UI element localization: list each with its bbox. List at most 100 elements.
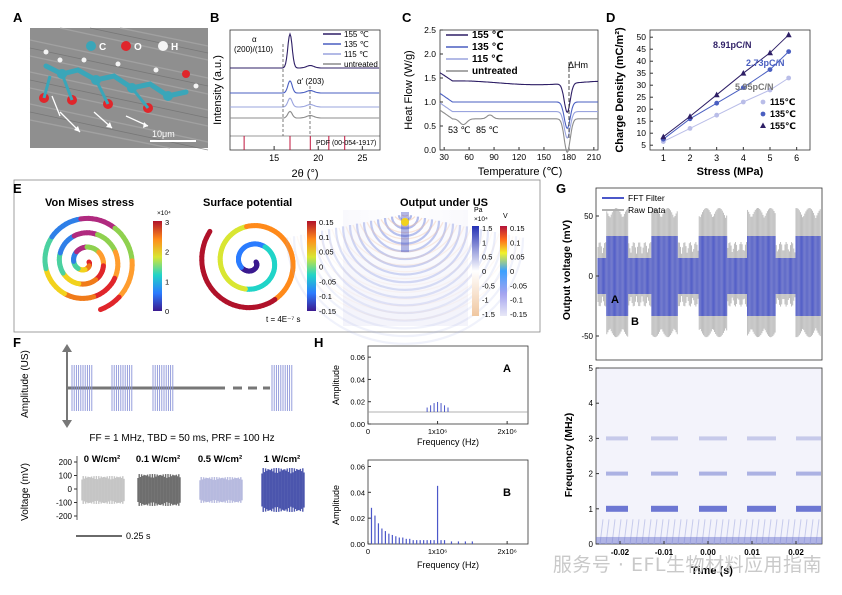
tick-label: 0 (589, 540, 594, 549)
legend-carbon-label: C (99, 42, 106, 53)
tick-label: 0.04 (350, 488, 365, 497)
panel-h-top-axes (367, 345, 529, 425)
tick-label: 0.5 (424, 121, 436, 131)
tick-label: 0 (68, 485, 73, 494)
tick-label: 210 (587, 152, 601, 162)
colorbar-tick: -0.1 (510, 296, 523, 305)
tick-label: 0.06 (350, 462, 365, 471)
legend-label: 135 ℃ (472, 42, 504, 53)
spectro-band-2mhz (651, 471, 678, 476)
colorbar-tick: 0.1 (510, 238, 520, 247)
wave-ring (355, 223, 455, 268)
colorbar-stress (153, 221, 162, 311)
colorbar-tick: 1 (482, 238, 486, 247)
tick-label: -50 (581, 332, 593, 341)
scale-bar-label: 10μm (152, 129, 175, 139)
panel-d-legend: 115℃ 135℃ 155℃ (760, 97, 796, 131)
panel-f-time-label: 0.25 s (126, 531, 151, 541)
colorbar-tick: 0.1 (319, 233, 329, 242)
panel-h-bottom-axes (367, 459, 529, 545)
wave-ring (366, 221, 444, 246)
colorbar-potential (307, 221, 316, 311)
dsc-line (439, 72, 599, 114)
tick-label: 4 (589, 399, 594, 408)
tick-label: 1 (661, 153, 666, 163)
wave-ring (331, 229, 479, 280)
tick-label: 0 (366, 427, 370, 436)
tick-label: 200 (59, 458, 73, 467)
colorbar-voltage-ticks: 0.15 0.1 0.05 0 -0.05 -0.1 -0.15 (510, 224, 527, 319)
tick-label: 120 (512, 152, 526, 162)
spectro-band-3mhz (796, 436, 821, 441)
von-mises-spiral (42, 215, 135, 313)
tick-label: 0.00 (350, 540, 365, 549)
panel-h-mark-a: A (503, 363, 511, 375)
colorbar-pressure-exp: ×10⁴ (474, 216, 488, 223)
wave-ring (380, 219, 430, 234)
panel-d-ann-135: 2.73pC/N (746, 58, 785, 68)
panel-c-ann-85: 85 ℃ (476, 125, 499, 135)
xrd-line (230, 97, 380, 108)
panel-e-time: t = 4E⁻⁷ s (266, 315, 300, 324)
legend-label: 155 ℃ (472, 30, 504, 41)
wave-ring (383, 217, 427, 238)
colorbar-tick: 0 (482, 267, 486, 276)
legend-marker (760, 99, 766, 105)
tick-label: 0.02 (350, 514, 365, 523)
wave-ring (338, 227, 472, 273)
panel-e-title-output: Output under US (400, 197, 488, 209)
tick-label: -200 (56, 512, 73, 521)
legend-marker (760, 122, 766, 128)
colorbar-tick: -0.1 (319, 292, 332, 301)
spectro-band-2mhz (747, 471, 776, 476)
tick-label: 5 (589, 364, 594, 373)
legend-hydrogen-label: H (171, 42, 178, 53)
panel-g-mark-a: A (611, 294, 619, 306)
panel-b-reference-peaks (243, 136, 346, 150)
panel-c-ylabel: Heat Flow (W/g) (403, 50, 415, 129)
legend-oxygen-dot (121, 41, 131, 51)
tick-label: 30 (439, 152, 449, 162)
panel-b-axes (229, 29, 381, 151)
spectro-band-1mhz (796, 505, 821, 512)
legend-hydrogen-dot (158, 41, 168, 51)
tick-label: 1 (589, 505, 594, 514)
panel-f-voltage-blocks: 0 W/cm² 0.1 W/cm² 0.5 W/cm² 1 W/cm² (81, 454, 305, 512)
tick-label: 20 (637, 104, 647, 114)
wave-ring (387, 217, 423, 228)
surface-potential-spiral (199, 223, 296, 311)
colorbar-potential-ticks: 0.15 0.1 0.05 0 -0.05 -0.1 -0.15 (319, 218, 336, 316)
colorbar-tick: -0.15 (510, 310, 527, 319)
panel-c-xlabel: Temperature (℃) (478, 166, 563, 178)
colorbar-tick: 0.05 (510, 253, 525, 262)
wave-ring (359, 223, 451, 253)
spectro-band-3mhz (606, 436, 628, 441)
panel-g-ticks: 50 0 -50 5 4 3 2 1 0 -0.02 -0.01 0.00 0.01 0.02 (581, 212, 804, 557)
tick-label: -0.01 (655, 548, 674, 557)
panel-d-ann-115: 5.95pC/N (735, 82, 774, 92)
wave-ring (401, 214, 409, 217)
tick-label: 90 (489, 152, 499, 162)
tick-label: 2x10⁶ (497, 547, 516, 556)
panel-b-ann-alpha: α (252, 35, 257, 44)
data-point (767, 49, 773, 56)
tick-label: 2 (589, 470, 594, 479)
legend-carbon-dot (86, 41, 96, 51)
panel-f-params: FF = 1 MHz, TBD = 50 ms, PRF = 100 Hz (89, 433, 274, 444)
panel-e-title-stress: Von Mises stress (45, 197, 134, 209)
panel-b-series (230, 32, 380, 119)
wave-ring (334, 227, 476, 291)
wave-ring (348, 224, 462, 276)
colorbar-tick: -0.05 (319, 277, 336, 286)
panel-d-letter: D (606, 10, 615, 25)
panel-g-bottom-axes (595, 367, 823, 545)
colorbar-stress-ticks: 3 2 1 0 (165, 218, 169, 316)
fit-line (663, 77, 789, 143)
tick-label: 1x10⁶ (428, 427, 447, 436)
spectro-band-2mhz (796, 471, 821, 476)
intensity-label: 0 W/cm² (84, 454, 120, 465)
tick-label: 3 (589, 434, 594, 443)
tick-label: 3 (714, 153, 719, 163)
